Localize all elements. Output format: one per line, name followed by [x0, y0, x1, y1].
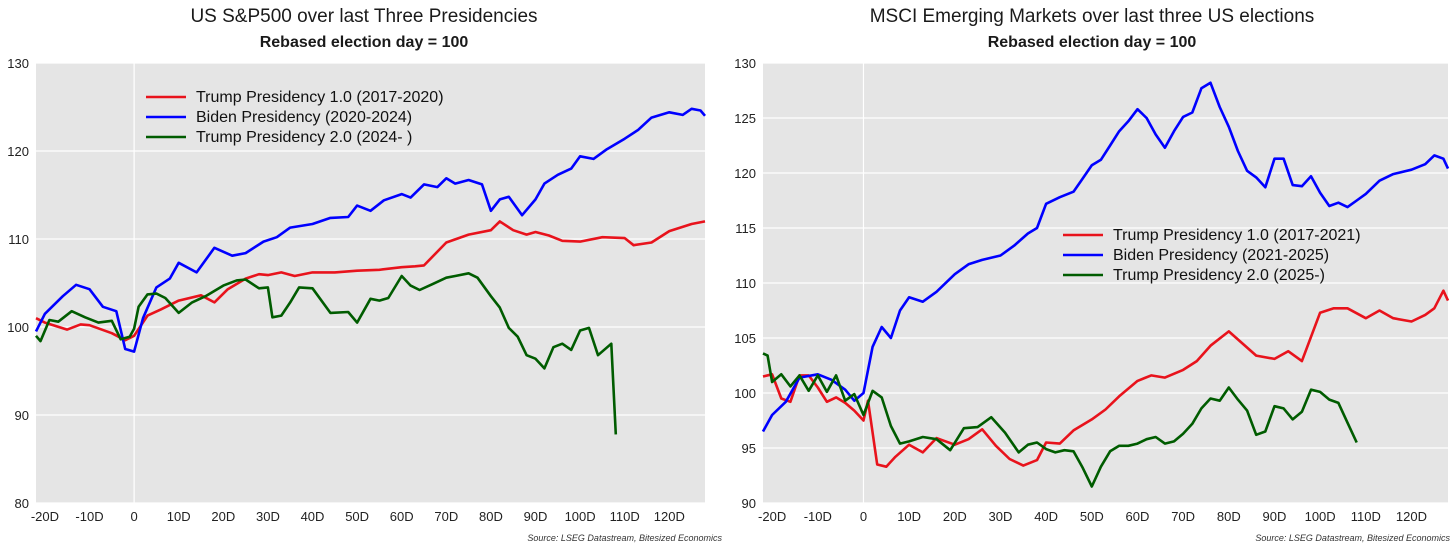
chart-subtitle: Rebased election day = 100: [987, 34, 1197, 51]
series-line: [761, 81, 1450, 433]
series-line: [35, 271, 618, 435]
x-tick-label: 30D: [256, 509, 280, 524]
source-note: Source: LSEG Datastream, Bitesized Econo…: [527, 533, 722, 543]
y-tick-label: 115: [735, 221, 756, 236]
y-tick-label: 95: [742, 441, 756, 456]
chart-title: US S&P500 over last Three Presidencies: [190, 6, 538, 27]
x-tick-label: 30D: [989, 509, 1013, 524]
y-tick-label: 110: [8, 232, 29, 247]
y-tick-label: 100: [7, 320, 29, 335]
x-tick-label: 50D: [1080, 509, 1104, 524]
y-tick-label: 130: [7, 56, 29, 71]
legend-label: Trump Presidency 2.0 (2025-): [1113, 267, 1325, 284]
x-tick-label: 40D: [1034, 509, 1058, 524]
x-tick-label: 10D: [897, 509, 921, 524]
x-tick-label: -10D: [75, 509, 103, 524]
sp500-line-chart: 80 90 100 110 120 130 -20D -10D 0 10D 20D 30D 40D 50D…: [7, 56, 706, 524]
x-tick-label: 70D: [434, 509, 458, 524]
x-tick-label: 0: [860, 509, 867, 524]
x-tick-label: 100D: [1305, 509, 1336, 524]
series-line: [762, 289, 1450, 469]
y-tick-label: 120: [734, 166, 756, 181]
x-tick-label: 10D: [167, 509, 191, 524]
legend-label: Biden Presidency (2021-2025): [1113, 247, 1329, 264]
legend-label: Trump Presidency 1.0 (2017-2020): [196, 89, 444, 106]
y-tick-label: 80: [15, 496, 29, 511]
legend-label: Trump Presidency 1.0 (2017-2021): [1113, 227, 1361, 244]
y-tick-label: 130: [734, 56, 756, 71]
x-tick-label: 50D: [345, 509, 369, 524]
x-tick-label: 110D: [1351, 509, 1381, 524]
x-tick-label: 100D: [565, 509, 596, 524]
x-tick-label: -10D: [804, 509, 832, 524]
right-chart-panel: MSCI Emerging Markets over last three US…: [728, 0, 1456, 546]
y-tick-label: 100: [734, 386, 756, 401]
x-tick-label: 90D: [524, 509, 548, 524]
series-line: [34, 107, 706, 353]
y-tick-label: 110: [735, 276, 756, 291]
x-tick-label: -20D: [31, 509, 59, 524]
x-tick-label: 40D: [301, 509, 325, 524]
x-tick-label: 120D: [654, 509, 685, 524]
x-tick-label: 110D: [610, 509, 640, 524]
source-note: Source: LSEG Datastream, Bitesized Econo…: [1255, 533, 1450, 543]
msci-em-line-chart: 90 95 100 105 110 115 120 125 130 -20D -10D 0 10D 20D…: [734, 56, 1450, 524]
x-tick-label: 120D: [1396, 509, 1427, 524]
x-tick-label: 20D: [943, 509, 967, 524]
legend-label: Biden Presidency (2020-2024): [196, 109, 412, 126]
x-tick-label: 20D: [211, 509, 235, 524]
legend-label: Trump Presidency 2.0 (2024- ): [196, 129, 412, 146]
y-tick-label: 90: [15, 408, 29, 423]
y-tick-label: 105: [734, 331, 756, 346]
x-tick-label: 0: [131, 509, 138, 524]
chart-subtitle: Rebased election day = 100: [259, 34, 469, 51]
left-chart-panel: US S&P500 over last Three Presidencies R…: [7, 6, 722, 543]
x-tick-label: -20D: [758, 509, 786, 524]
x-tick-label: 60D: [1126, 509, 1150, 524]
series-line: [762, 352, 1358, 488]
series-line: [35, 220, 706, 342]
chart-title: MSCI Emerging Markets over last three US…: [869, 6, 1315, 27]
y-tick-label: 120: [7, 144, 29, 159]
x-tick-label: 70D: [1171, 509, 1195, 524]
y-tick-label: 125: [734, 111, 756, 126]
x-tick-label: 90D: [1263, 509, 1287, 524]
x-tick-label: 80D: [479, 509, 503, 524]
x-tick-label: 60D: [390, 509, 414, 524]
y-tick-label: 90: [742, 496, 756, 511]
x-tick-label: 80D: [1217, 509, 1241, 524]
